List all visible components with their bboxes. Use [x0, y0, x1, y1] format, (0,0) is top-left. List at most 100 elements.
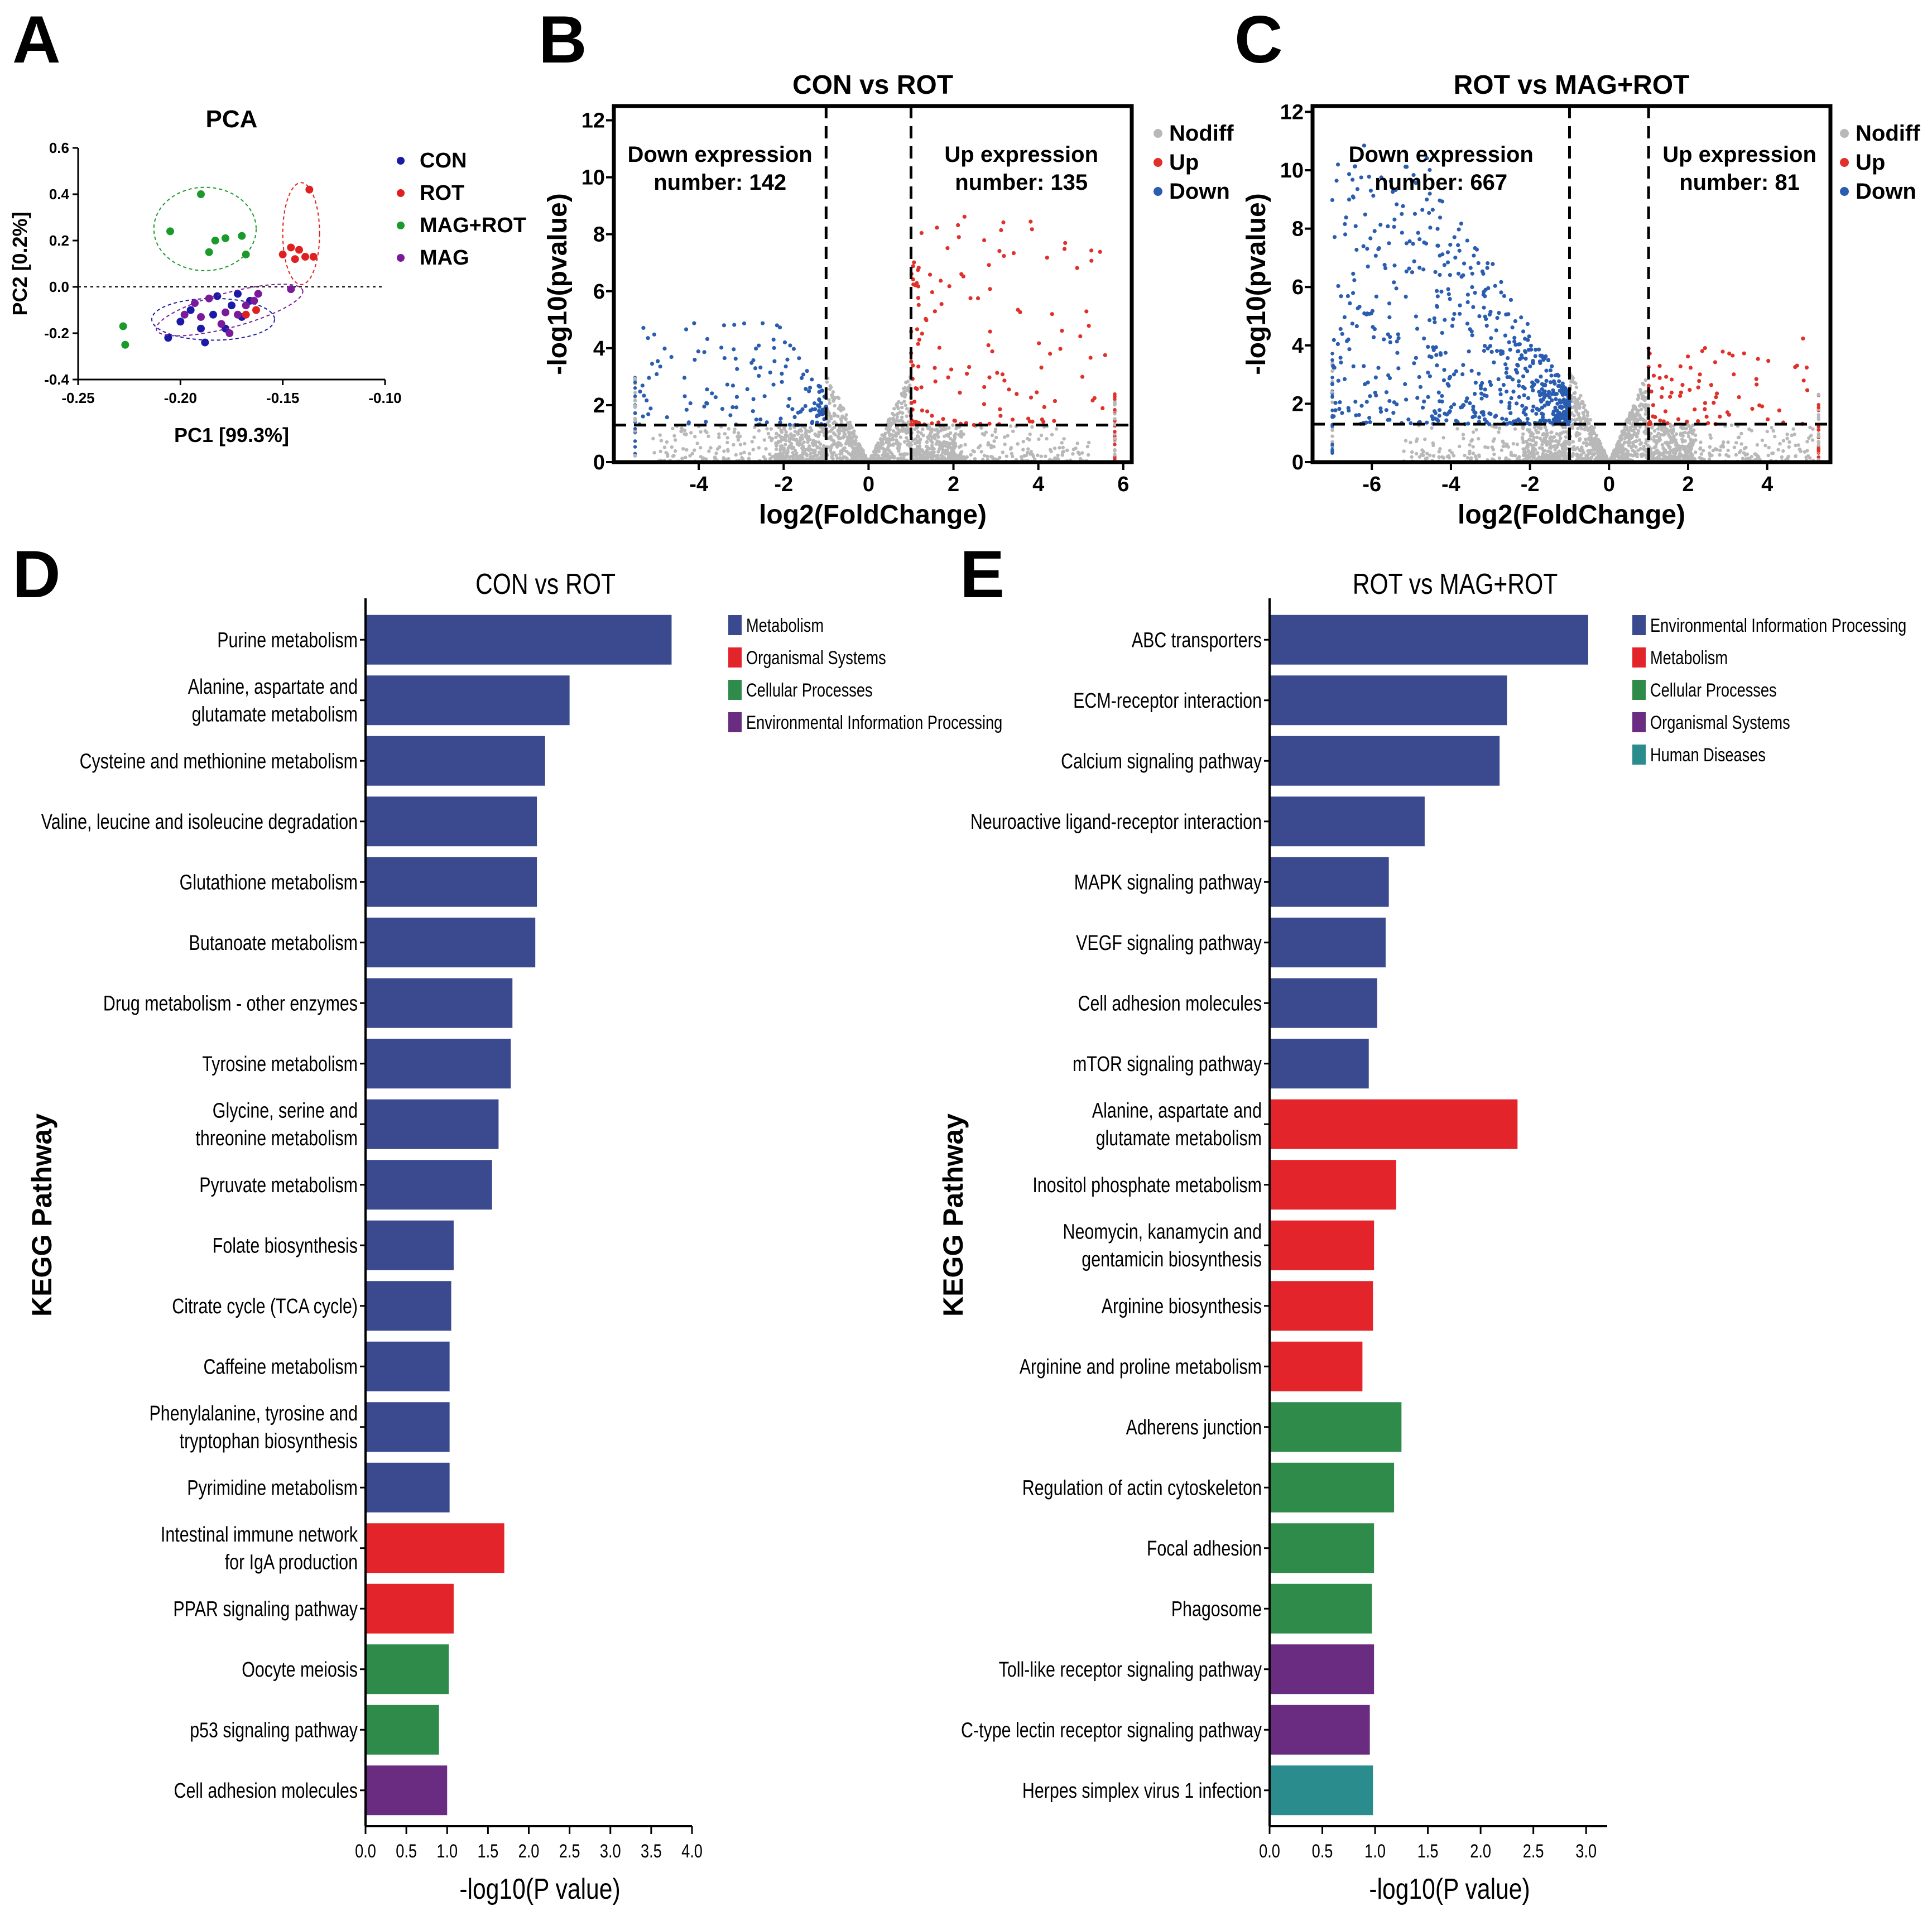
volcano1-title: CON vs ROT — [792, 70, 953, 100]
volcano1-point-up — [1016, 308, 1020, 312]
volcano2-point-down — [1422, 399, 1426, 404]
volcano2-point-nodiff — [1525, 439, 1529, 444]
volcano1-point-nodiff — [833, 433, 837, 436]
volcano2-point-nodiff — [1701, 449, 1705, 453]
volcano1-point-nodiff — [925, 440, 929, 444]
volcano2-point-down — [1481, 292, 1486, 297]
pca-chart: PCA-0.4-0.20.00.20.40.6-0.25 -0.20 -0.15 -0… — [8, 105, 526, 447]
volcano2-point-nodiff — [1612, 453, 1616, 457]
volcano1-point-nodiff — [757, 446, 761, 450]
volcano1-point-nodiff — [886, 452, 890, 456]
volcano1-point-down — [734, 405, 739, 410]
kegg2-x-tick-label: 0.5 — [1312, 1840, 1333, 1862]
volcano2-point-down — [1521, 329, 1526, 334]
volcano1-point-nodiff — [892, 417, 896, 421]
volcano1-point-down — [647, 376, 651, 380]
kegg2-category-label-calcium-signaling-pathway: Calcium signaling pathway — [1061, 750, 1262, 773]
volcano2-point-edge — [1330, 352, 1334, 356]
volcano1-point-nodiff — [959, 444, 963, 448]
volcano1-point-nodiff — [906, 439, 910, 443]
volcano2-point-down — [1340, 332, 1344, 336]
volcano1-point-nodiff — [717, 435, 721, 439]
volcano2-point-down — [1468, 266, 1473, 270]
pca-point-mag-rot — [211, 237, 219, 244]
volcano1-point-nodiff — [896, 406, 900, 411]
volcano1-point-down — [792, 415, 797, 419]
volcano2-point-down — [1488, 380, 1492, 384]
kegg1-title: CON vs ROT — [475, 568, 616, 601]
volcano2-point-down — [1510, 377, 1515, 382]
volcano1-point-up — [1060, 329, 1064, 333]
volcano2-point-up — [1777, 408, 1781, 412]
volcano2-y-tick-label: 6 — [1292, 276, 1304, 299]
panel-label-b: B — [539, 2, 587, 77]
volcano2-point-down — [1395, 351, 1400, 355]
volcano2-point-down — [1351, 271, 1356, 276]
volcano1-point-nodiff — [898, 435, 903, 439]
volcano2-point-up — [1668, 395, 1673, 399]
volcano2-point-nodiff — [1636, 393, 1640, 397]
volcano1-point-nodiff — [951, 423, 955, 427]
volcano2-point-down — [1472, 253, 1476, 258]
kegg2-bar-inositol-phosphate-metabolism — [1271, 1160, 1396, 1210]
volcano2-point-nodiff — [1638, 415, 1642, 419]
volcano1-point-up — [916, 303, 921, 307]
volcano2-point-up — [1804, 365, 1809, 370]
volcano1-point-down — [782, 340, 787, 345]
volcano2-point-down — [1330, 198, 1335, 203]
pca-point-mag — [287, 285, 295, 294]
volcano2-point-down — [1376, 247, 1381, 252]
volcano1-point-nodiff — [963, 443, 967, 447]
volcano1-point-nodiff — [807, 448, 811, 452]
volcano2-point-down — [1452, 311, 1457, 316]
volcano1-point-nodiff — [856, 442, 860, 447]
volcano1-point-down — [803, 404, 808, 409]
volcano2-point-down — [1442, 368, 1446, 372]
volcano1-point-up — [987, 421, 992, 426]
volcano1-point-nodiff — [1050, 433, 1054, 436]
volcano2-point-down — [1470, 271, 1474, 276]
volcano2-point-down — [1469, 368, 1474, 373]
volcano1-point-nodiff — [990, 433, 994, 438]
volcano2-point-down — [1394, 286, 1398, 291]
volcano1-point-nodiff — [652, 450, 656, 455]
volcano2-point-nodiff — [1545, 431, 1549, 435]
volcano1-point-up — [1050, 312, 1054, 316]
pca-ellipse-mag-rot — [153, 186, 257, 271]
volcano1-point-nodiff — [829, 445, 833, 450]
volcano1-point-nodiff — [766, 431, 771, 436]
volcano1-point-nodiff — [738, 443, 743, 447]
volcano1-point-nodiff — [886, 419, 890, 423]
volcano1-point-nodiff — [953, 444, 957, 448]
volcano1-point-nodiff — [896, 411, 900, 416]
volcano2-point-nodiff — [1691, 439, 1695, 443]
volcano1-point-nodiff — [858, 455, 862, 459]
volcano1-point-down — [658, 364, 662, 369]
volcano2-point-nodiff — [1661, 433, 1666, 437]
volcano1-point-nodiff — [852, 429, 856, 433]
volcano2-point-nodiff — [1539, 426, 1543, 430]
volcano1-point-edge — [633, 418, 637, 422]
volcano2-point-nodiff — [1721, 445, 1726, 449]
pca-title: PCA — [206, 105, 258, 133]
volcano2-point-down — [1473, 290, 1477, 295]
pca-legend-marker — [397, 254, 405, 262]
volcano1-point-nodiff — [783, 436, 787, 440]
volcano2-point-nodiff — [1568, 441, 1572, 446]
volcano1-y-tick-label: 0 — [593, 451, 605, 474]
volcano2-point-down — [1525, 321, 1530, 327]
volcano2-point-nodiff — [1423, 437, 1427, 441]
volcano2-point-nodiff — [1699, 440, 1703, 444]
volcano2-point-down — [1459, 222, 1463, 226]
volcano1-point-nodiff — [908, 383, 912, 387]
volcano1-point-nodiff — [725, 436, 729, 440]
kegg1-category-label-intestinal-immune-network-for-iga-production: Intestinal immune network for IgA product… — [161, 1523, 358, 1574]
volcano1-point-nodiff — [979, 426, 983, 430]
category-label-line: PPAR signaling pathway — [173, 1597, 358, 1621]
volcano2-point-down — [1332, 338, 1336, 342]
volcano1-point-edge — [1113, 449, 1117, 453]
volcano2-point-nodiff — [1511, 453, 1515, 458]
volcano1-point-nodiff — [738, 434, 742, 439]
volcano1-point-nodiff — [877, 449, 881, 453]
volcano2-point-up — [1688, 387, 1692, 392]
